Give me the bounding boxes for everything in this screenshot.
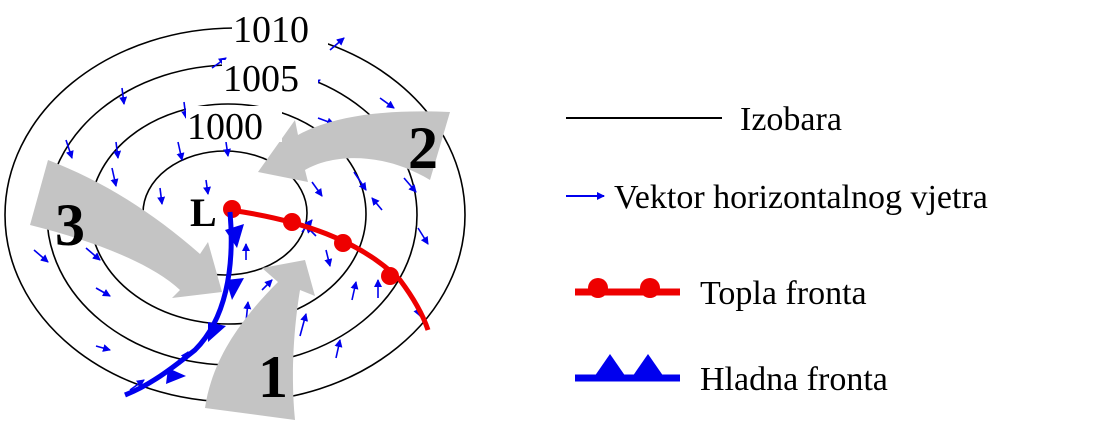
wind-vector: [261, 279, 273, 291]
wind-vector: [65, 139, 74, 159]
warm-front-bump: [381, 267, 399, 285]
wind-vector: [311, 181, 323, 197]
wind-vector: [95, 287, 111, 297]
wind-vector: [299, 313, 309, 337]
airflow-number-1: 1: [258, 344, 288, 410]
isobar-labels: 1010 1005 1000: [186, 9, 328, 148]
cold-front-triangle: [208, 322, 226, 342]
cold-front-line: [124, 211, 234, 398]
wind-vector: [129, 379, 145, 391]
cold-front-triangle: [226, 278, 244, 300]
legend-cold-front-label: Hladna fronta: [700, 361, 888, 398]
warm-front-bump: [223, 200, 241, 218]
wind-vector: [329, 37, 345, 51]
legend-warm-front-label: Topla fronta: [700, 275, 867, 312]
wind-vector: [350, 281, 359, 301]
wind-vector: [324, 249, 333, 267]
low-pressure-label: L: [190, 190, 217, 235]
cold-front-triangle: [166, 368, 186, 384]
wind-vector: [33, 249, 49, 263]
wind-vector: [211, 57, 227, 69]
wind-vector: [95, 344, 111, 352]
legend: Izobara Vektor horizontalnog vjetra Topl…: [566, 101, 988, 398]
wind-vector: [403, 177, 417, 193]
wind-vector: [157, 187, 166, 205]
wind-vector: [334, 339, 343, 359]
wind-vector: [85, 247, 101, 261]
legend-warm-front-swatch: [575, 278, 680, 298]
wind-vector: [113, 141, 122, 159]
cold-front: [124, 211, 244, 398]
wind-vector: [371, 197, 383, 211]
airflow-arrow-3: [30, 160, 222, 298]
wind-vector: [379, 97, 395, 109]
legend-isobar-label: Izobara: [740, 101, 842, 138]
wind-vector: [181, 101, 190, 119]
airflow-number-2: 2: [408, 115, 438, 181]
airflow-arrow-2: [258, 111, 450, 182]
warm-front-bump: [283, 213, 301, 231]
airflow-arrow-1: [205, 260, 315, 420]
wind-vector: [223, 141, 231, 157]
wind-vector: [353, 171, 367, 191]
isobar-label-1000: 1000: [187, 106, 263, 148]
warm-front-bump: [334, 234, 352, 252]
wind-vector: [110, 167, 119, 187]
wind-vector: [176, 141, 185, 161]
wind-vector: [119, 87, 128, 105]
legend-cold-front-swatch: [575, 354, 680, 382]
legend-wind-label: Vektor horizontalnog vjetra: [614, 179, 988, 216]
airflow-arrows: [30, 111, 450, 420]
wind-vector: [203, 179, 211, 195]
airflow-number-3: 3: [55, 192, 85, 258]
isobar-label-1005: 1005: [223, 58, 299, 100]
warm-front: [223, 200, 431, 331]
isobar-label-1010: 1010: [233, 9, 309, 51]
cold-front-triangle: [225, 224, 244, 248]
wind-vector: [417, 227, 429, 245]
warm-front-line: [229, 207, 431, 331]
